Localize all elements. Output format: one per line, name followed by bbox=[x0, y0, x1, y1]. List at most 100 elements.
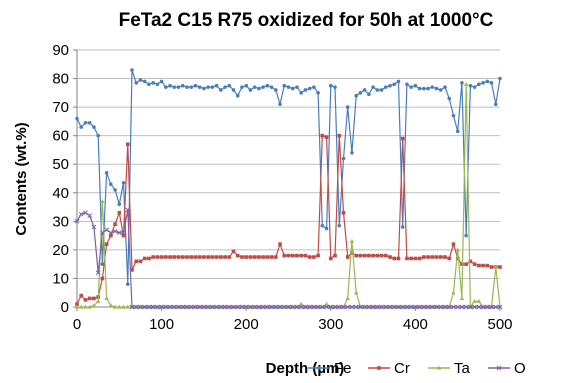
data-point-ta bbox=[353, 290, 359, 295]
data-point-cr bbox=[417, 256, 422, 261]
data-point-cr bbox=[362, 253, 367, 258]
data-point-o bbox=[74, 218, 80, 224]
data-point-cr bbox=[117, 210, 122, 215]
data-point-cr bbox=[100, 276, 105, 281]
data-point-cr bbox=[269, 255, 274, 259]
data-point-fe bbox=[75, 116, 79, 121]
data-point-o bbox=[205, 304, 211, 310]
data-point-o bbox=[100, 230, 105, 236]
data-point-o bbox=[155, 304, 160, 310]
data-point-o bbox=[121, 230, 126, 236]
data-point-o bbox=[180, 304, 186, 310]
data-point-cr bbox=[168, 255, 172, 259]
data-point-fe bbox=[413, 83, 418, 88]
data-point-fe bbox=[422, 86, 426, 91]
series-line-fe bbox=[76, 69, 501, 285]
data-point-fe bbox=[434, 86, 439, 91]
data-point-ta bbox=[117, 304, 122, 309]
data-point-ta bbox=[298, 301, 304, 306]
data-point-fe bbox=[388, 83, 392, 88]
data-point-fe bbox=[214, 83, 219, 88]
data-point-fe bbox=[121, 180, 126, 185]
data-point-fe bbox=[307, 86, 312, 91]
data-point-fe bbox=[96, 133, 100, 138]
data-point-fe bbox=[168, 83, 172, 88]
data-point-o bbox=[480, 304, 486, 310]
data-point-ta bbox=[83, 304, 88, 309]
data-point-o bbox=[125, 207, 131, 213]
data-point-cr bbox=[392, 256, 397, 261]
data-point-cr bbox=[75, 302, 79, 306]
data-point-fe bbox=[443, 85, 447, 89]
data-point-fe bbox=[417, 86, 422, 91]
legend-item-ta: Ta bbox=[428, 360, 471, 377]
data-point-cr bbox=[468, 259, 473, 264]
data-point-cr bbox=[388, 255, 392, 259]
data-point-fe bbox=[142, 79, 147, 84]
data-point-fe bbox=[341, 156, 346, 161]
data-point-o bbox=[336, 304, 342, 310]
data-point-cr bbox=[235, 253, 240, 258]
data-point-o bbox=[159, 304, 164, 310]
data-point-cr bbox=[396, 256, 401, 261]
data-point-fe bbox=[269, 85, 274, 89]
y-tick-label: 50 bbox=[52, 156, 69, 173]
data-point-o bbox=[129, 304, 135, 310]
data-point-fe bbox=[392, 82, 397, 87]
data-point-cr bbox=[248, 255, 253, 259]
data-point-cr bbox=[489, 265, 494, 269]
data-point-o bbox=[425, 304, 431, 310]
data-point-cr bbox=[185, 255, 189, 259]
data-point-cr bbox=[130, 268, 134, 272]
data-point-cr bbox=[180, 255, 185, 259]
data-point-cr bbox=[206, 255, 210, 259]
data-point-fe bbox=[172, 85, 177, 89]
gridlines bbox=[77, 49, 500, 279]
data-point-cr bbox=[477, 263, 481, 268]
data-point-cr bbox=[472, 262, 477, 266]
data-point-fe bbox=[125, 282, 130, 286]
data-point-fe bbox=[92, 125, 96, 129]
legend-marker-ta bbox=[436, 365, 442, 370]
data-point-fe bbox=[303, 88, 308, 92]
data-point-o bbox=[277, 304, 283, 310]
data-point-cr bbox=[498, 265, 502, 269]
x-axis-label: Depth (µm) bbox=[266, 360, 345, 377]
data-point-cr bbox=[460, 262, 464, 266]
x-tick-label: 0 bbox=[73, 316, 81, 333]
data-point-o bbox=[248, 304, 253, 310]
y-tick-label: 60 bbox=[52, 128, 69, 145]
data-point-cr bbox=[155, 255, 160, 259]
data-point-cr bbox=[214, 255, 219, 259]
data-point-cr bbox=[400, 136, 405, 141]
legend-item-cr: Cr bbox=[368, 360, 410, 377]
data-point-ta bbox=[74, 304, 80, 309]
data-point-fe bbox=[405, 82, 409, 87]
x-tick-label: 100 bbox=[149, 316, 174, 333]
data-point-ta bbox=[455, 247, 460, 252]
data-point-o bbox=[408, 304, 414, 310]
data-point-fe bbox=[180, 83, 185, 88]
data-point-cr bbox=[354, 253, 358, 258]
data-point-cr bbox=[455, 256, 460, 261]
data-point-cr bbox=[104, 242, 109, 246]
data-point-ta bbox=[95, 298, 101, 303]
data-point-cr bbox=[295, 253, 299, 258]
legend: Fe Cr Ta O bbox=[308, 360, 526, 377]
data-point-ta bbox=[324, 301, 329, 306]
data-point-o bbox=[451, 304, 456, 310]
data-point-fe bbox=[362, 88, 367, 92]
data-point-cr bbox=[337, 133, 342, 138]
data-point-cr bbox=[485, 263, 490, 268]
data-point-o bbox=[269, 304, 274, 310]
data-point-o bbox=[138, 304, 143, 310]
data-point-cr bbox=[210, 255, 215, 259]
data-point-o bbox=[116, 230, 122, 236]
data-point-fe bbox=[235, 93, 240, 98]
data-point-fe bbox=[299, 91, 303, 95]
data-point-o bbox=[210, 304, 215, 310]
y-tick-label: 40 bbox=[52, 185, 69, 202]
data-point-cr bbox=[79, 293, 84, 298]
data-point-fe bbox=[223, 85, 227, 89]
data-point-cr bbox=[447, 256, 452, 261]
